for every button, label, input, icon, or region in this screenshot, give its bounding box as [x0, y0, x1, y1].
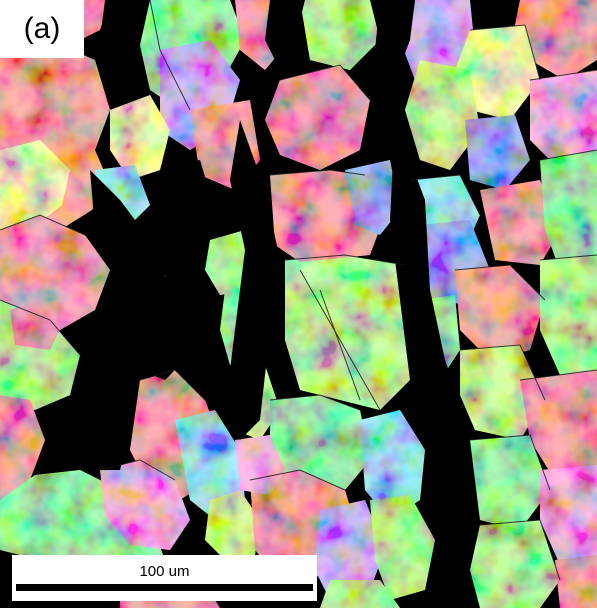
scale-bar-box: 100 um — [12, 555, 317, 601]
panel-label: (a) — [0, 0, 84, 58]
scale-bar — [16, 584, 313, 591]
grain-boundaries — [0, 0, 597, 581]
unindexed-channels — [60, 0, 470, 608]
scale-bar-label: 100 um — [139, 563, 190, 580]
